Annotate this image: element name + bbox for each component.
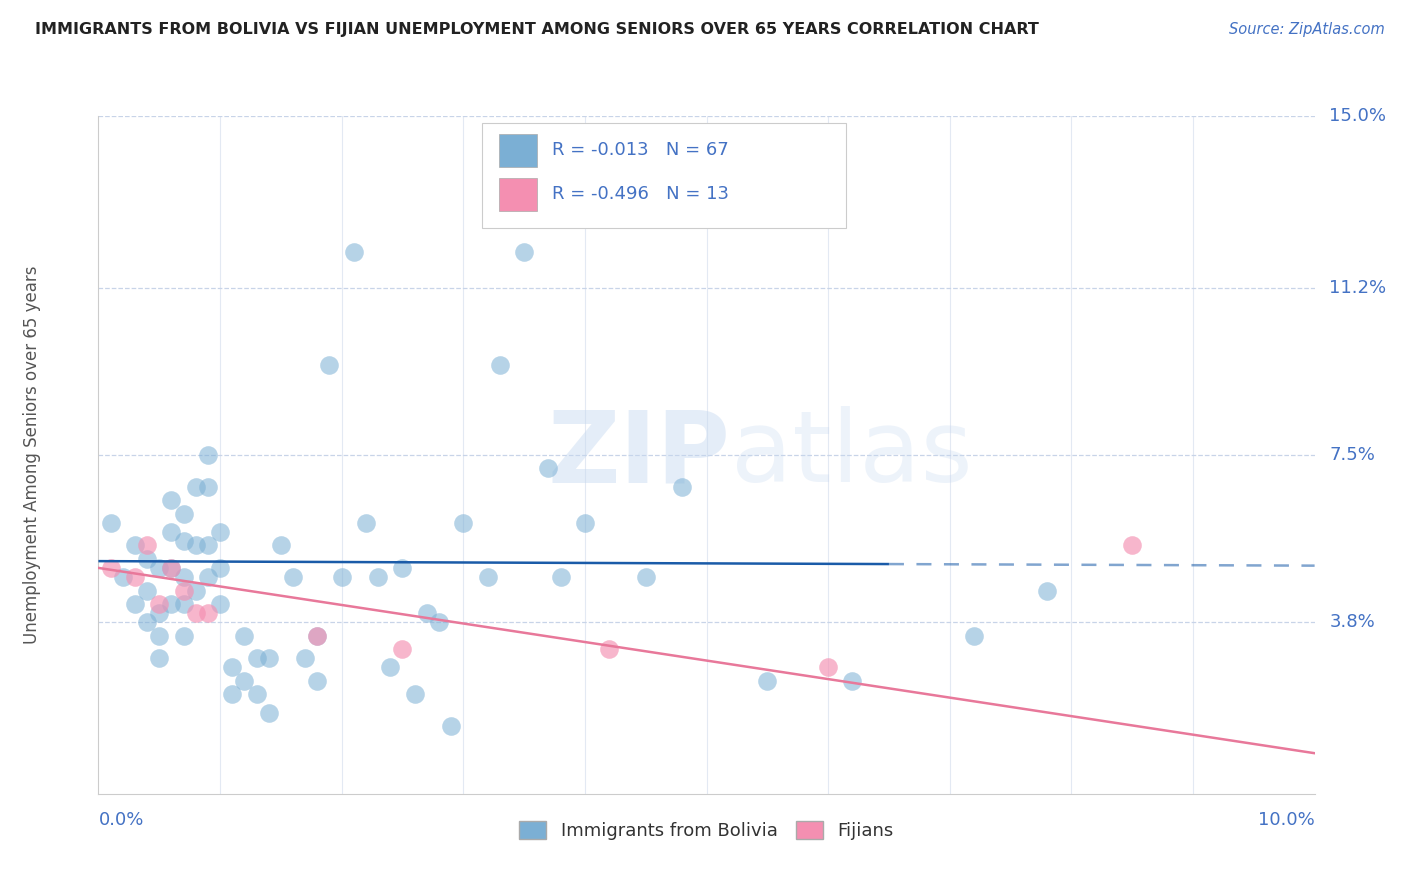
Point xyxy=(245,651,267,665)
Point xyxy=(173,629,195,643)
Text: R = -0.013   N = 67: R = -0.013 N = 67 xyxy=(553,141,728,159)
Point xyxy=(550,570,572,584)
Point xyxy=(160,561,183,575)
Point xyxy=(100,516,122,530)
Point xyxy=(440,719,463,733)
Point xyxy=(124,538,146,552)
Text: 10.0%: 10.0% xyxy=(1258,811,1315,829)
Point xyxy=(136,538,159,552)
Point xyxy=(136,615,159,629)
Point xyxy=(173,507,195,521)
Point xyxy=(148,629,170,643)
Point xyxy=(160,561,183,575)
Point xyxy=(488,358,510,372)
Point xyxy=(1121,538,1143,552)
Point xyxy=(173,533,195,548)
Point xyxy=(391,561,413,575)
Point xyxy=(184,479,207,493)
Point xyxy=(124,597,146,611)
Text: 7.5%: 7.5% xyxy=(1329,446,1375,464)
Point xyxy=(233,629,256,643)
Point xyxy=(184,538,207,552)
Text: Unemployment Among Seniors over 65 years: Unemployment Among Seniors over 65 years xyxy=(22,266,41,644)
Point xyxy=(184,583,207,598)
Point xyxy=(841,673,863,688)
Point xyxy=(197,448,219,462)
FancyBboxPatch shape xyxy=(499,135,537,167)
Text: 11.2%: 11.2% xyxy=(1329,278,1386,297)
Point xyxy=(173,597,195,611)
Point xyxy=(148,561,170,575)
Point xyxy=(245,688,267,702)
Point xyxy=(197,479,219,493)
Text: ZIP: ZIP xyxy=(548,407,731,503)
Point xyxy=(184,606,207,620)
Point xyxy=(209,524,232,539)
Point xyxy=(257,706,280,720)
Point xyxy=(173,570,195,584)
Point xyxy=(598,642,620,657)
Point xyxy=(221,688,243,702)
FancyBboxPatch shape xyxy=(499,178,537,211)
Point xyxy=(330,570,353,584)
Text: IMMIGRANTS FROM BOLIVIA VS FIJIAN UNEMPLOYMENT AMONG SENIORS OVER 65 YEARS CORRE: IMMIGRANTS FROM BOLIVIA VS FIJIAN UNEMPL… xyxy=(35,22,1039,37)
Point xyxy=(1036,583,1059,598)
Point xyxy=(817,660,839,674)
Point xyxy=(197,606,219,620)
Point xyxy=(307,673,329,688)
Point xyxy=(391,642,413,657)
Point xyxy=(294,651,316,665)
Point xyxy=(100,561,122,575)
Point xyxy=(416,606,439,620)
Point xyxy=(671,479,693,493)
Point xyxy=(148,597,170,611)
Point xyxy=(513,244,536,259)
Point xyxy=(233,673,256,688)
Point xyxy=(148,606,170,620)
Point xyxy=(367,570,389,584)
Point xyxy=(380,660,402,674)
Point xyxy=(209,561,232,575)
Point xyxy=(318,358,340,372)
Text: R = -0.496   N = 13: R = -0.496 N = 13 xyxy=(553,185,730,202)
Legend: Immigrants from Bolivia, Fijians: Immigrants from Bolivia, Fijians xyxy=(510,812,903,849)
Text: 0.0%: 0.0% xyxy=(98,811,143,829)
Point xyxy=(257,651,280,665)
Point xyxy=(404,688,426,702)
Point xyxy=(197,570,219,584)
Point xyxy=(427,615,450,629)
Point xyxy=(963,629,986,643)
Point xyxy=(160,524,183,539)
Text: 15.0%: 15.0% xyxy=(1329,107,1386,125)
Point xyxy=(160,597,183,611)
Point xyxy=(477,570,499,584)
Point xyxy=(634,570,657,584)
Point xyxy=(209,597,232,611)
Point xyxy=(136,552,159,566)
Text: 3.8%: 3.8% xyxy=(1329,613,1375,632)
Point xyxy=(453,516,475,530)
Point xyxy=(148,651,170,665)
Text: atlas: atlas xyxy=(731,407,973,503)
Point xyxy=(270,538,292,552)
Point xyxy=(111,570,134,584)
Point xyxy=(307,629,329,643)
Point xyxy=(354,516,377,530)
Point xyxy=(221,660,243,674)
Point xyxy=(281,570,304,584)
Point xyxy=(343,244,366,259)
Point xyxy=(574,516,596,530)
FancyBboxPatch shape xyxy=(481,123,846,227)
Point xyxy=(307,629,329,643)
Point xyxy=(756,673,779,688)
Point xyxy=(160,493,183,508)
Point xyxy=(537,461,560,475)
Point xyxy=(124,570,146,584)
Point xyxy=(136,583,159,598)
Text: Source: ZipAtlas.com: Source: ZipAtlas.com xyxy=(1229,22,1385,37)
Point xyxy=(197,538,219,552)
Point xyxy=(173,583,195,598)
